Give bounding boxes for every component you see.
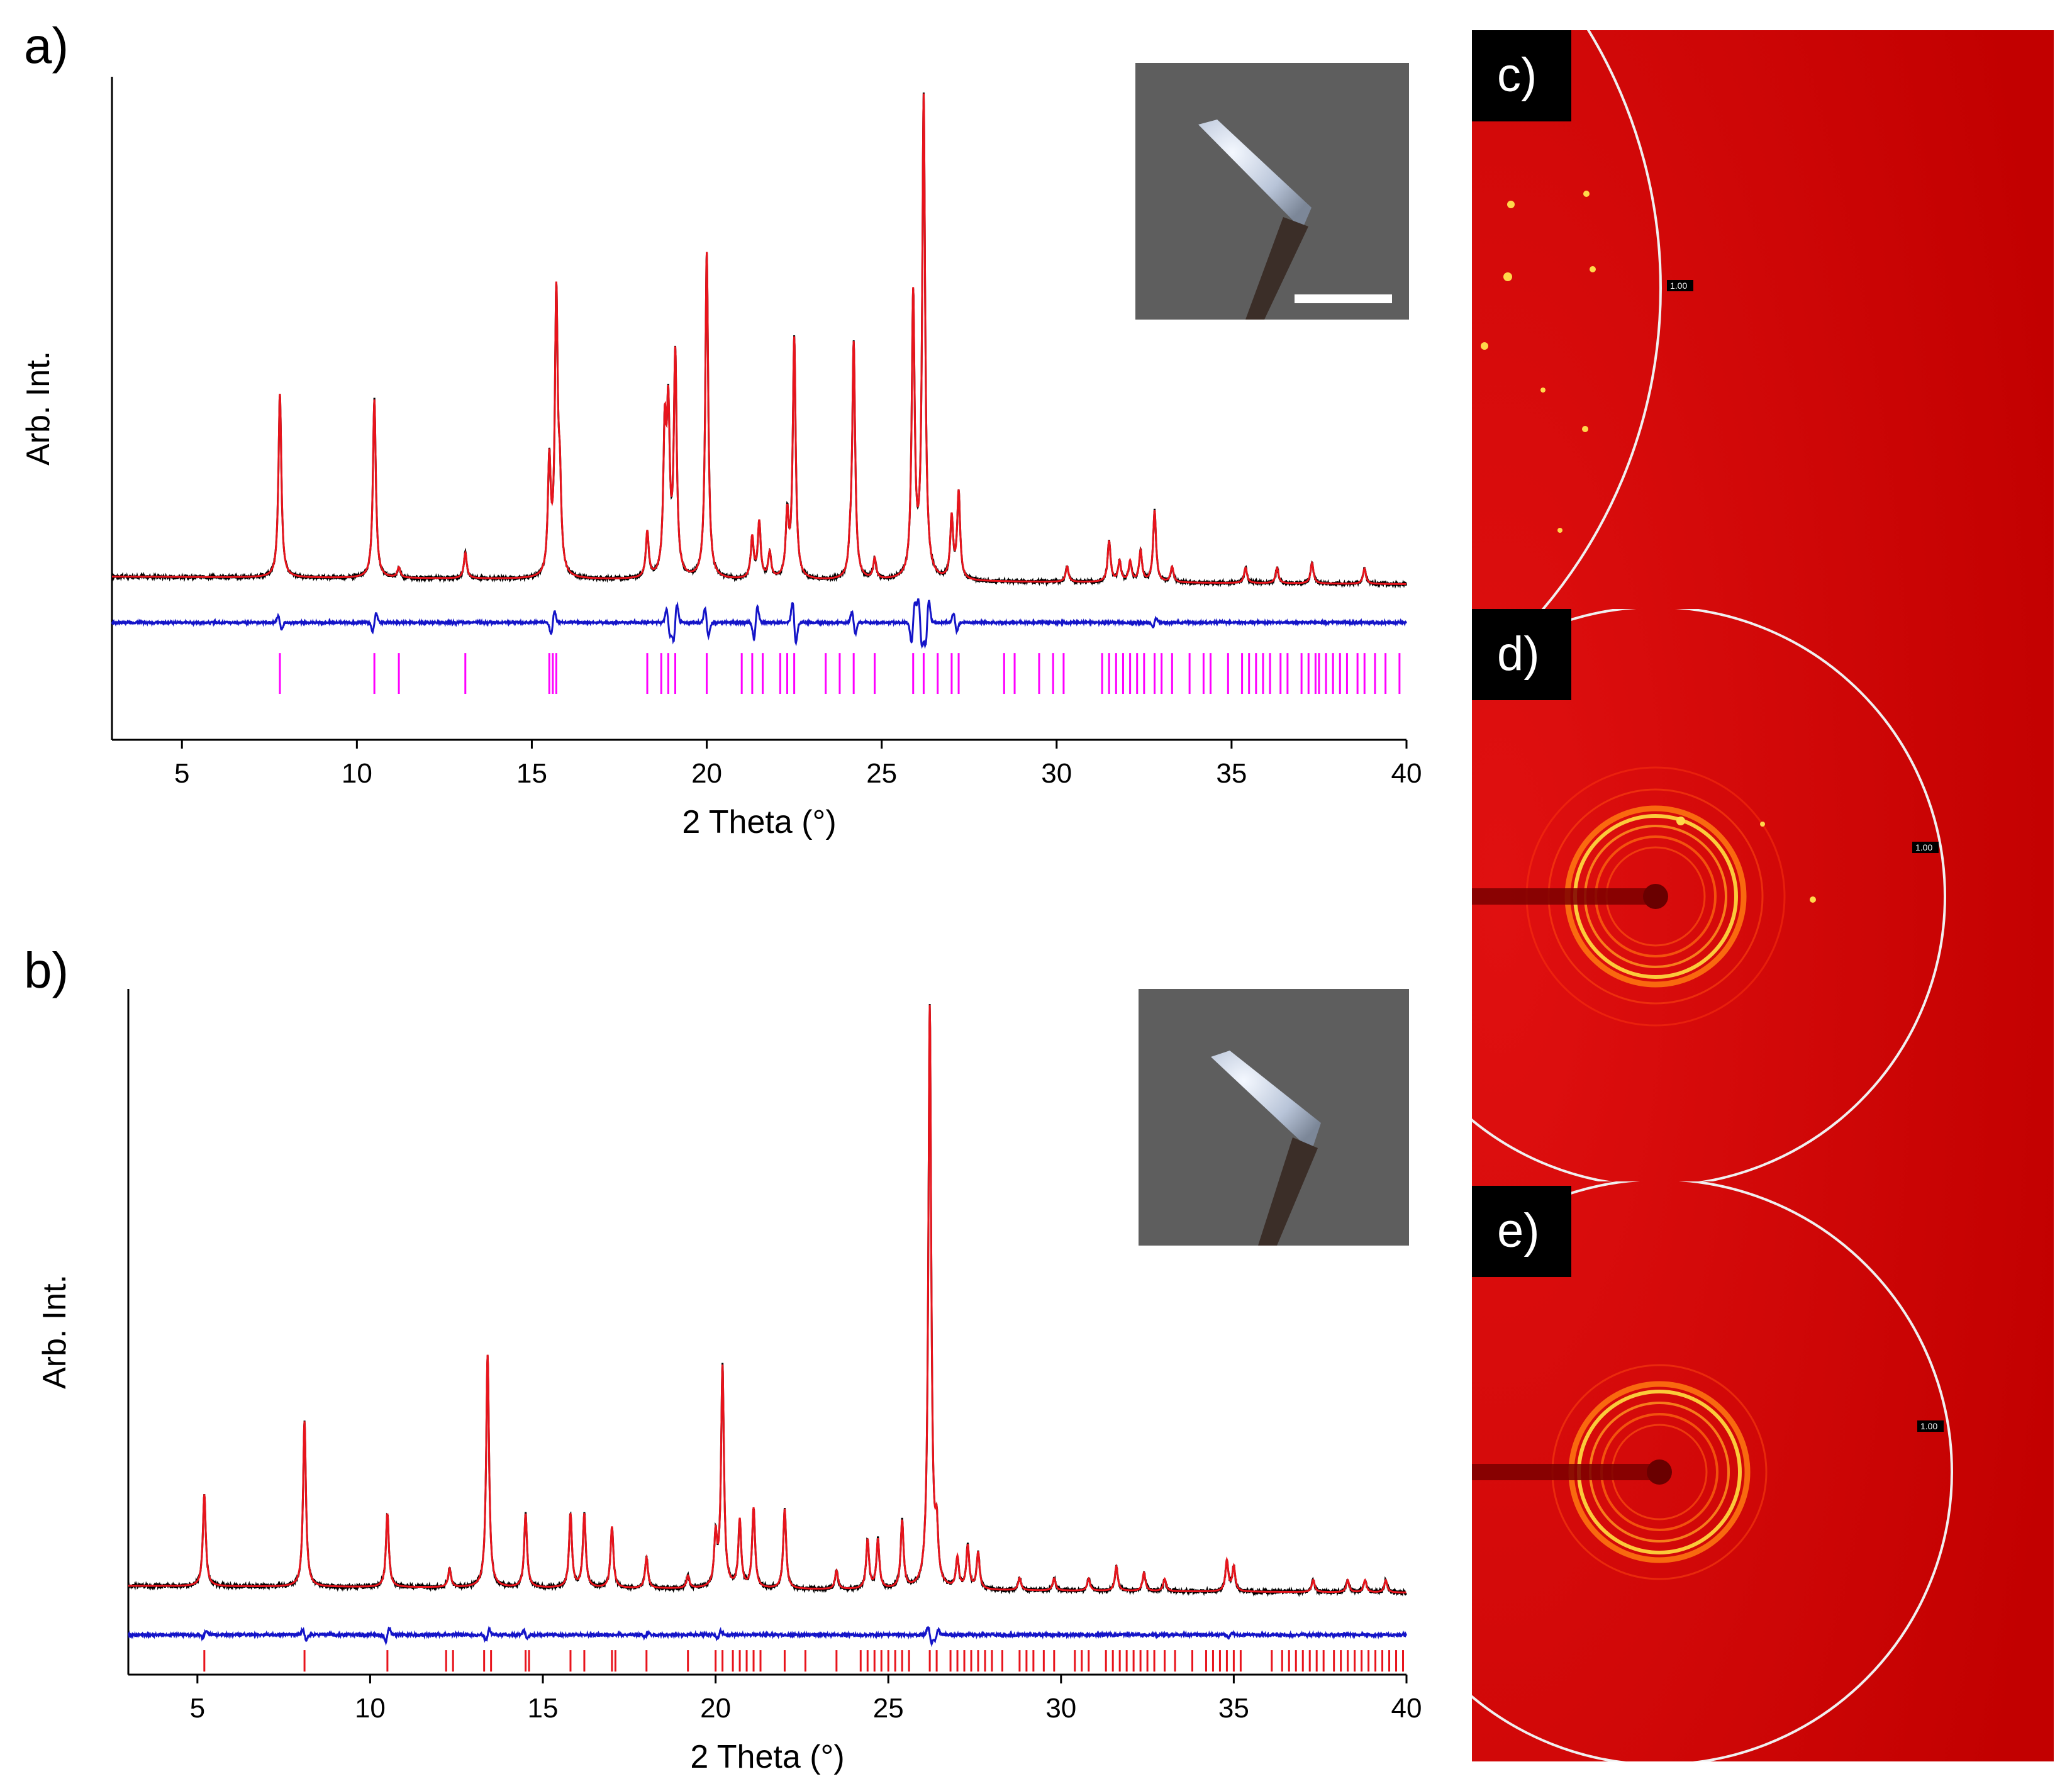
diffraction-spot: [1481, 342, 1488, 350]
calculated-pattern-line: [128, 1005, 1406, 1593]
x-tick-label: 15: [516, 758, 547, 789]
panel-c-tab: [1472, 30, 1571, 121]
crystal-shape: [1198, 120, 1312, 230]
diffraction-spot: [1676, 817, 1685, 825]
diffraction-spot: [1760, 822, 1765, 827]
resolution-ring: [1541, 30, 1662, 609]
ring-label: 1.00: [1670, 281, 1687, 291]
panel-a: a) 5 10 15 20 25 30 35 40 2 Theta (°) Arb. Int.: [20, 18, 1422, 840]
diffraction-spot: [1583, 191, 1590, 197]
detector-image-c: 1.00: [1481, 30, 1693, 609]
x-tick-label: 40: [1391, 758, 1422, 789]
x-tick-label: 40: [1391, 1693, 1422, 1724]
x-tick-label: 5: [174, 758, 189, 789]
diffraction-spot: [1557, 528, 1562, 533]
crystal-photo-b: [1139, 989, 1409, 1246]
beamstop: [1647, 1459, 1672, 1485]
crystal-shape: [1211, 1051, 1321, 1151]
panel-c-label: c): [1497, 48, 1537, 102]
panel-d-tab: [1472, 609, 1571, 700]
ring-label-box: [1667, 280, 1693, 291]
bragg-spots: [1481, 191, 1596, 533]
resolution-ring: [1472, 1181, 1953, 1761]
detector-image-d: 1.00: [1472, 609, 1946, 1181]
detector-panels: 1.00 c) 1.00 d): [1472, 30, 2054, 1761]
resolution-ring: [1472, 609, 1946, 1181]
ring-label: 1.00: [1915, 842, 1932, 852]
diffraction-spot: [1582, 426, 1588, 432]
panel-d-label: d): [1497, 627, 1540, 681]
x-tick-label: 35: [1216, 758, 1247, 789]
diffraction-spot: [1507, 201, 1515, 208]
scale-bar: [1295, 294, 1392, 303]
panel-b-label: b): [24, 942, 69, 998]
crystal-photo-a: [1135, 63, 1409, 320]
panel-a-label: a): [24, 18, 69, 74]
panel-e-tab: [1472, 1186, 1571, 1277]
ring-label-box: [1912, 842, 1939, 853]
x-tick-label: 30: [1045, 1693, 1076, 1724]
x-tick-label: 15: [528, 1693, 559, 1724]
mount-pin: [1258, 1137, 1318, 1246]
detector-image-e: 1.00: [1472, 1181, 1953, 1761]
y-axis-label: Arb. Int.: [20, 351, 57, 466]
y-axis-label: Arb. Int.: [36, 1275, 73, 1389]
beamstop-arm: [1472, 1464, 1659, 1480]
x-tick-label: 10: [355, 1693, 386, 1724]
x-tick-label: 25: [873, 1693, 904, 1724]
diffraction-spot: [1590, 266, 1596, 272]
x-axis-label: 2 Theta (°): [690, 1739, 844, 1775]
x-axis-label: 2 Theta (°): [682, 804, 836, 840]
calculated-pattern-line: [112, 93, 1406, 585]
diffraction-spot: [1503, 272, 1512, 281]
chart-b: 5 10 15 20 25 30 35 40 2 Theta (°) Arb. Int.: [36, 989, 1422, 1775]
x-tick-label: 20: [700, 1693, 731, 1724]
x-tick-label: 20: [691, 758, 722, 789]
diffraction-spot: [1540, 388, 1546, 393]
x-tick-label: 30: [1041, 758, 1072, 789]
x-tick-label: 35: [1218, 1693, 1249, 1724]
panel-e-label: e): [1497, 1204, 1540, 1258]
mount-pin: [1245, 217, 1308, 320]
ring-label-box: [1917, 1420, 1944, 1432]
x-tick-label: 25: [866, 758, 897, 789]
beamstop-arm: [1472, 888, 1656, 905]
diffraction-spot: [1810, 896, 1816, 903]
panel-b: b) 5 10 15 20 25 30 35 40 2 Theta (°) Arb. Int.: [24, 942, 1422, 1775]
difference-curve: [111, 598, 1407, 649]
ring-label: 1.00: [1920, 1421, 1937, 1431]
difference-curve: [128, 1626, 1407, 1648]
x-tick-label: 10: [342, 758, 372, 789]
chart-a: 5 10 15 20 25 30 35 40 2 Theta (°) Arb. Int.: [20, 77, 1422, 840]
x-tick-label: 5: [190, 1693, 205, 1724]
beamstop: [1643, 884, 1668, 909]
